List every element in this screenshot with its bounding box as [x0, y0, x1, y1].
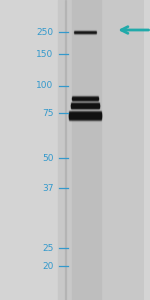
Bar — [71, 107, 99, 108]
Bar — [69, 115, 101, 116]
Bar — [71, 108, 99, 109]
Text: 150: 150 — [36, 50, 53, 58]
Bar — [72, 97, 98, 98]
Bar — [58, 0, 144, 300]
Bar — [69, 113, 101, 114]
Bar — [69, 114, 101, 115]
Text: 250: 250 — [36, 28, 53, 37]
Bar — [72, 99, 98, 100]
Bar — [74, 32, 96, 33]
Bar — [72, 97, 98, 98]
Bar — [71, 108, 99, 109]
Bar — [71, 106, 99, 107]
Bar — [69, 117, 101, 118]
Bar — [71, 105, 99, 106]
Bar — [71, 108, 99, 109]
Bar — [71, 104, 99, 105]
Bar — [72, 96, 98, 97]
Bar — [71, 104, 99, 105]
Bar — [72, 100, 98, 101]
Bar — [72, 96, 98, 97]
Bar — [71, 102, 99, 103]
Bar — [71, 104, 99, 105]
Bar — [69, 120, 101, 121]
Bar — [72, 96, 98, 97]
Bar — [72, 99, 98, 100]
Bar — [69, 116, 101, 117]
Bar — [69, 111, 101, 112]
Bar — [69, 110, 101, 111]
Bar — [74, 33, 96, 34]
Bar — [71, 107, 99, 108]
Bar — [71, 107, 99, 108]
Bar — [72, 100, 98, 101]
Text: 25: 25 — [42, 244, 53, 253]
Bar — [69, 116, 101, 117]
Bar — [71, 106, 99, 107]
Text: 100: 100 — [36, 81, 53, 90]
Bar — [74, 32, 96, 33]
Bar — [69, 114, 101, 115]
Bar — [69, 118, 101, 119]
Bar — [74, 31, 96, 32]
Bar — [69, 113, 101, 114]
Bar — [74, 32, 96, 33]
Bar — [72, 95, 98, 96]
Bar — [74, 33, 96, 34]
Text: 75: 75 — [42, 109, 53, 118]
Text: 50: 50 — [42, 154, 53, 163]
Bar — [69, 112, 101, 113]
Bar — [74, 30, 96, 31]
Bar — [72, 97, 98, 98]
Bar — [71, 103, 99, 104]
Bar — [72, 0, 101, 300]
Bar — [69, 119, 101, 120]
Bar — [69, 112, 101, 113]
Bar — [69, 115, 101, 116]
Bar — [69, 118, 101, 119]
Bar — [71, 102, 99, 103]
Bar — [72, 98, 98, 99]
Bar — [74, 31, 96, 32]
Bar — [71, 103, 99, 104]
Bar — [71, 103, 99, 104]
Bar — [71, 105, 99, 106]
Bar — [69, 112, 101, 113]
Bar — [65, 0, 66, 300]
Bar — [69, 118, 101, 119]
Bar — [69, 117, 101, 118]
Text: 20: 20 — [42, 262, 53, 271]
Bar — [72, 99, 98, 100]
Bar — [72, 98, 98, 99]
Text: 37: 37 — [42, 184, 53, 193]
Bar — [71, 106, 99, 107]
Bar — [69, 118, 101, 119]
Bar — [74, 30, 96, 31]
Bar — [71, 105, 99, 106]
Bar — [69, 119, 101, 120]
Bar — [69, 115, 101, 116]
Bar — [69, 111, 101, 112]
